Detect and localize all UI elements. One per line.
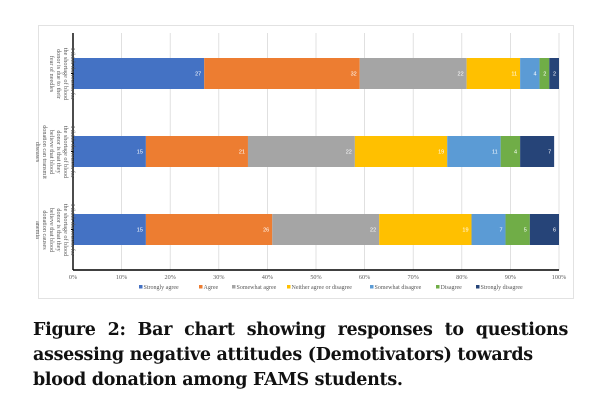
data-label: 19	[462, 228, 468, 234]
caption-text: Figure 2: Bar chart showing responses to…	[33, 320, 568, 365]
legend-swatch	[370, 285, 374, 289]
data-label: 21	[239, 150, 245, 156]
category-label: I think the reason for the shortage of b…	[48, 47, 76, 100]
data-label: 2	[553, 72, 556, 78]
legend-label: Neither agree or disagree	[292, 285, 353, 291]
x-tick-label: 40%	[262, 274, 273, 281]
legend-swatch	[476, 285, 480, 289]
bar-segment	[73, 58, 205, 89]
bar-segment	[520, 136, 555, 167]
data-label: 2	[543, 72, 546, 78]
legend-swatch	[199, 285, 203, 289]
bar-segment	[447, 136, 501, 167]
data-label: 22	[458, 72, 464, 78]
data-label: 4	[514, 150, 517, 156]
bar-segment	[505, 214, 530, 245]
bar-segment	[204, 58, 360, 89]
category-label: I think the reason for the shortage of b…	[36, 124, 76, 179]
bar-chart: 0% 10% 20% 30% 40% 50% 60% 70% 80% 90% 100%27 32 22 1…	[69, 33, 566, 291]
data-label: 15	[137, 228, 143, 234]
category-label: I think the reason for the shortage of b…	[36, 203, 76, 256]
x-tick-label: 0%	[69, 274, 77, 281]
bar-segment	[520, 58, 540, 89]
x-tick-label: 10%	[116, 274, 127, 281]
data-label: 7	[548, 150, 551, 156]
data-label: 11	[492, 150, 498, 156]
legend-swatch	[139, 285, 143, 289]
bar-segment	[471, 214, 506, 245]
data-label: 26	[263, 228, 269, 234]
x-tick-label: 100%	[552, 274, 566, 281]
legend-swatch	[232, 285, 236, 289]
x-tick-label: 60%	[359, 274, 370, 281]
data-label: 32	[351, 72, 357, 78]
data-label: 27	[195, 72, 201, 78]
bar-segment	[466, 58, 521, 89]
bar-segment	[539, 58, 550, 89]
bar-segment	[73, 214, 146, 245]
data-label: 11	[511, 72, 517, 78]
caption-text-last: blood donation among FAMS students.	[33, 370, 403, 390]
x-tick-label: 90%	[505, 274, 516, 281]
bar-segment	[354, 136, 448, 167]
data-label: 19	[438, 150, 444, 156]
x-tick-label: 50%	[310, 274, 321, 281]
bar-segment	[549, 58, 559, 89]
data-label: 5	[524, 228, 527, 234]
x-tick-label: 30%	[213, 274, 224, 281]
bar-segment	[379, 214, 472, 245]
legend-label: Somewhat agree	[237, 285, 277, 291]
bar-segment	[529, 214, 559, 245]
data-label: 4	[533, 72, 536, 78]
figure-caption: Figure 2: Bar chart showing responses to…	[33, 318, 568, 393]
bar-segment	[500, 136, 521, 167]
legend-label: Strongly disagree	[481, 285, 523, 291]
x-tick-label: 80%	[456, 274, 467, 281]
legend-swatch	[287, 285, 291, 289]
bar-segment	[359, 58, 467, 89]
data-label: 7	[499, 228, 502, 234]
bar-segment	[145, 214, 273, 245]
data-label: 22	[346, 150, 352, 156]
bar-segment	[145, 136, 248, 167]
chart-frame: 0% 10% 20% 30% 40% 50% 60% 70% 80% 90% 100% 27 32 22 1…	[36, 25, 574, 299]
legend-label: Strongly agree	[144, 285, 179, 291]
legend-label: Disagree	[441, 285, 463, 291]
data-label: 22	[370, 228, 376, 234]
legend-label: Agree	[204, 285, 219, 291]
bar-segment	[247, 136, 355, 167]
x-tick-label: 70%	[408, 274, 419, 281]
legend-label: Somewhat disagree	[375, 285, 422, 291]
bar-segment	[272, 214, 380, 245]
bar-segment	[73, 136, 146, 167]
data-label: 15	[137, 150, 143, 156]
data-label: 6	[553, 228, 556, 234]
x-tick-label: 20%	[165, 274, 176, 281]
legend-swatch	[436, 285, 440, 289]
